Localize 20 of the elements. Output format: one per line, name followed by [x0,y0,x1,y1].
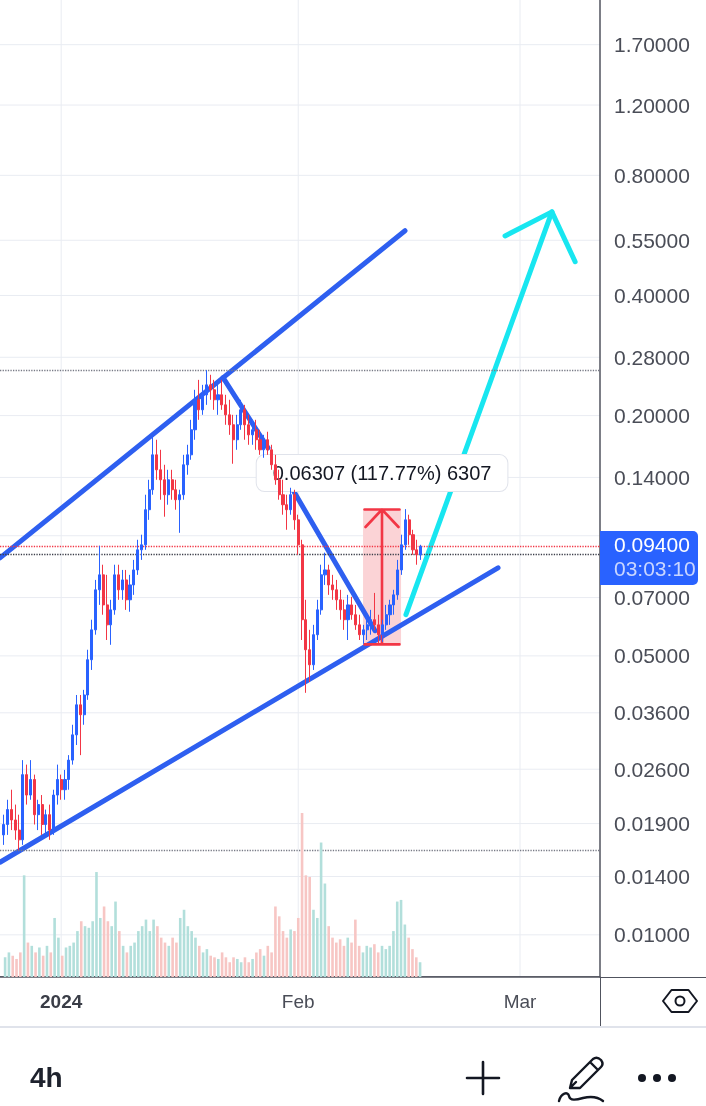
y-tick-label: 0.03600 [614,701,690,725]
y-tick-label: 0.55000 [614,228,690,252]
y-tick-label: 0.28000 [614,345,690,369]
y-tick-label: 0.80000 [614,163,690,187]
y-tick-label: 1.20000 [614,93,690,117]
y-tick-label: 1.70000 [614,33,690,57]
y-tick-label: 0.01400 [614,865,690,889]
text: 4h [30,1061,63,1095]
y-tick-label: 0.05000 [614,644,690,668]
y-tick-label: 0.01900 [614,812,690,836]
y-tick-label: 0.02600 [614,757,690,781]
y-tick-label: 0.20000 [614,404,690,428]
y-tick-label: 0.40000 [614,283,690,307]
x-tick-label: Mar [503,990,538,1012]
ref-line-label: 0.09400 03:03:10 [613,533,697,582]
y-tick-label: 0.14000 [614,465,690,489]
y-tick-label: 0.01000 [614,923,690,947]
x-tick-label: 2024 [40,990,83,1012]
y-tick-label: 0.07000 [614,586,690,610]
x-tick-label: Feb [281,990,315,1012]
